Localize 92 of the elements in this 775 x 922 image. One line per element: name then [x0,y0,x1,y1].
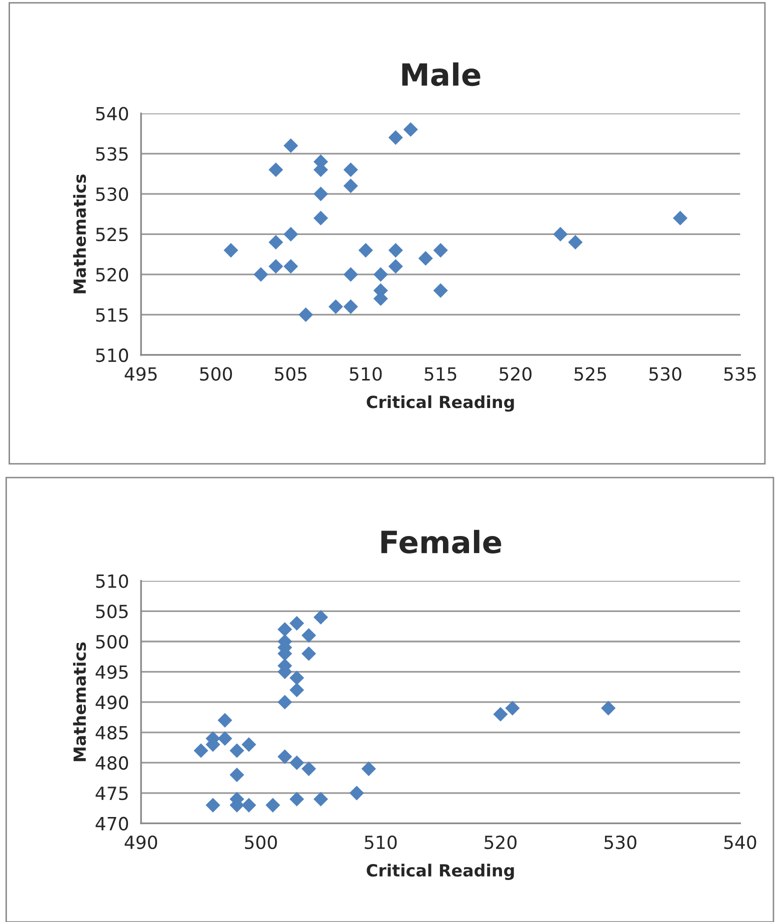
y-tick-label: 525 [96,228,128,242]
y-tick-label: 470 [96,816,128,830]
y-tick-label: 490 [96,696,128,710]
point [206,798,220,812]
point [268,162,284,178]
y-axis-title: Mathematics [73,174,86,294]
y-tick-label: 480 [96,756,128,770]
point [493,706,508,722]
point [601,700,616,716]
point [218,713,232,728]
point [290,792,304,806]
point [373,267,388,282]
point [313,792,328,806]
point [284,138,298,153]
point [298,307,314,322]
point [343,299,358,314]
x-tick-label: 495 [124,367,157,381]
point [290,755,304,770]
y-tick-label: 495 [96,665,128,679]
point [302,762,316,776]
point [349,786,364,800]
y-tick-label: 510 [96,348,128,362]
x-axis-title: Critical Reading [366,395,514,412]
point [230,768,244,782]
x-tick-label: 515 [424,367,456,381]
y-tick-label: 535 [96,147,128,161]
x-tick-label: 530 [649,367,682,381]
point [313,186,328,202]
point [224,243,238,258]
y-tick-label: 505 [96,604,128,618]
y-tick-label: 540 [96,106,128,121]
point [194,743,208,758]
point [290,616,304,631]
point [313,610,328,625]
point [418,251,433,266]
point [266,798,280,812]
point [254,267,268,282]
point [343,178,358,194]
x-tick-label: 510 [350,367,382,381]
point [388,243,403,258]
point [343,162,358,178]
x-tick-label: 520 [500,367,532,381]
point [302,628,316,643]
y-tick-label: 475 [96,786,128,800]
x-tick-label: 500 [200,367,232,381]
y-tick-label: 500 [96,634,128,649]
point [278,749,292,764]
point [328,299,344,314]
point [284,259,298,274]
point [268,234,284,250]
y-tick-label: 520 [96,268,128,282]
point [403,122,418,137]
x-tick-label: 510 [364,835,397,850]
y-tick-label: 510 [96,574,128,588]
point [230,743,244,758]
point [433,283,448,298]
x-tick-label: 540 [724,835,756,850]
x-tick-label: 505 [274,367,306,381]
y-tick-label: 530 [96,187,128,202]
point [505,700,520,716]
point [313,210,328,226]
point [361,762,376,776]
x-tick-label: 500 [245,835,277,850]
point [290,670,304,686]
point [278,622,292,637]
point [553,226,568,242]
point [242,798,256,812]
point [278,694,292,710]
x-tick-label: 520 [484,835,517,850]
point [284,226,298,242]
point [568,234,583,250]
point [242,737,256,752]
x-tick-label: 525 [574,367,606,381]
point [218,731,232,746]
point [290,682,304,698]
point [268,259,284,274]
point [672,210,688,226]
point [388,130,403,145]
chart-title: Female [381,530,502,554]
point [358,243,373,258]
x-axis-title: Critical Reading [366,864,514,880]
point [343,267,358,282]
y-tick-label: 485 [96,726,128,740]
point [433,243,448,258]
y-tick-label: 515 [96,308,128,322]
y-axis-title: Mathematics [73,642,86,762]
chart-title: Male [402,62,480,86]
point [388,259,403,274]
point [302,646,316,661]
x-tick-label: 530 [604,835,636,850]
x-tick-label: 490 [124,835,158,850]
x-tick-label: 535 [724,367,756,381]
